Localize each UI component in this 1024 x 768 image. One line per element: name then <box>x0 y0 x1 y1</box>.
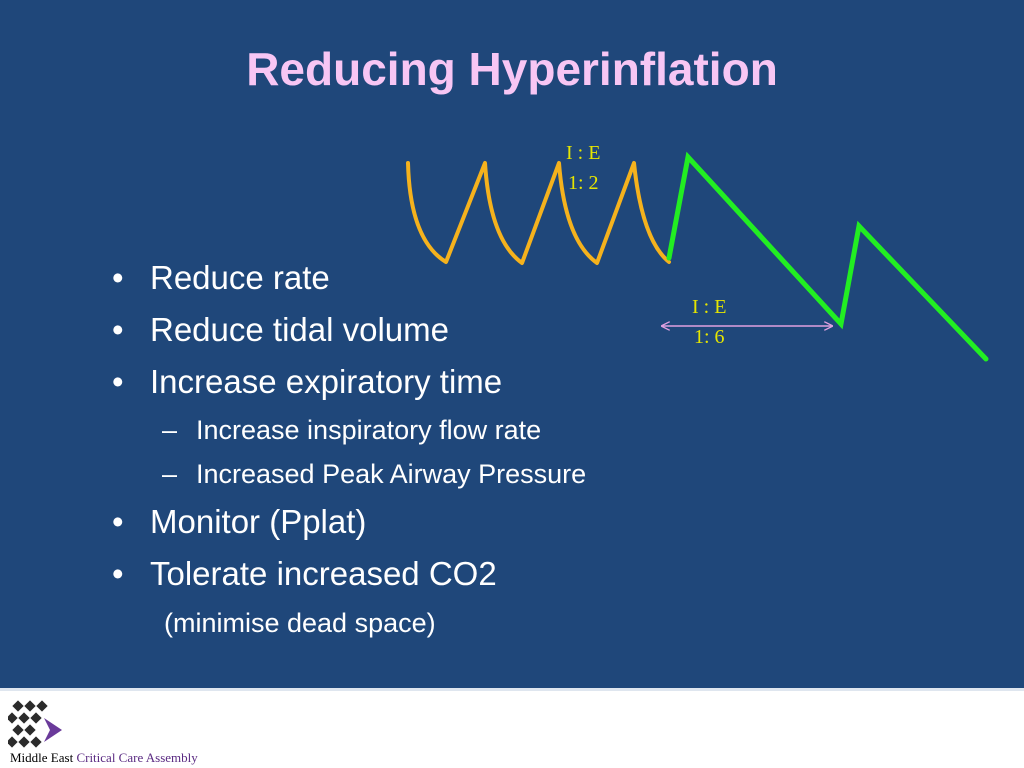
bullet-marker: • <box>112 503 124 540</box>
bullet-text: Monitor (Pplat) <box>150 503 367 540</box>
ie-ratio-value: 1: 2 <box>567 172 599 194</box>
slide-title: Reducing Hyperinflation <box>246 43 778 95</box>
bullet-text: Reduce tidal volume <box>150 311 449 348</box>
assembly-logo-icon <box>8 700 62 748</box>
bullet-marker: • <box>112 363 124 400</box>
slide-background <box>0 0 1024 688</box>
slow-rate-waveform <box>666 151 989 362</box>
bullet-text: Increase expiratory time <box>150 363 503 400</box>
ie-ratio-fast: I : E 1: 2 <box>566 138 600 198</box>
bullet-text: Tolerate increased CO2 <box>150 555 497 592</box>
ie-ratio-value: 1: 6 <box>693 326 725 348</box>
ie-ratio-slow: I : E 1: 6 <box>692 292 726 352</box>
sub-bullet-item: – Increase inspiratory flow rate <box>112 408 586 452</box>
bullet-list: • Reduce rate • Reduce tidal volume • Incre… <box>112 252 586 646</box>
org-name-part2: Critical Care Assembly <box>76 750 198 765</box>
fast-rate-waveform <box>406 161 671 265</box>
sub-bullet-marker: – <box>162 459 178 489</box>
bullet-item: • Reduce rate <box>112 252 586 304</box>
bullet-item: • Increase expiratory time <box>112 356 586 408</box>
ie-label: I : E <box>692 296 727 318</box>
org-name-part1: Middle East <box>10 750 74 765</box>
footer-divider <box>0 688 1024 691</box>
waveform-diagram <box>406 151 989 362</box>
sub-bullet-marker: – <box>162 415 178 445</box>
bullet-item: • Tolerate increased CO2 <box>112 548 586 600</box>
sub-bullet-text: Increased Peak Airway Pressure <box>196 459 587 489</box>
sub-bullet-text: Increase inspiratory flow rate <box>196 415 542 445</box>
organization-name: Middle East Critical Care Assembly <box>10 750 198 766</box>
ie-label: I : E <box>566 142 601 164</box>
bullet-note: (minimise dead space) <box>164 608 436 638</box>
bullet-item: • Monitor (Pplat) <box>112 496 586 548</box>
bullet-marker: • <box>112 311 124 348</box>
bullet-marker: • <box>112 555 124 592</box>
sub-bullet-item: – Increased Peak Airway Pressure <box>112 452 586 496</box>
bullet-item: • Reduce tidal volume <box>112 304 586 356</box>
footer: Middle East Critical Care Assembly <box>0 692 1024 768</box>
bullet-text: Reduce rate <box>150 259 330 296</box>
bullet-marker: • <box>112 259 124 296</box>
